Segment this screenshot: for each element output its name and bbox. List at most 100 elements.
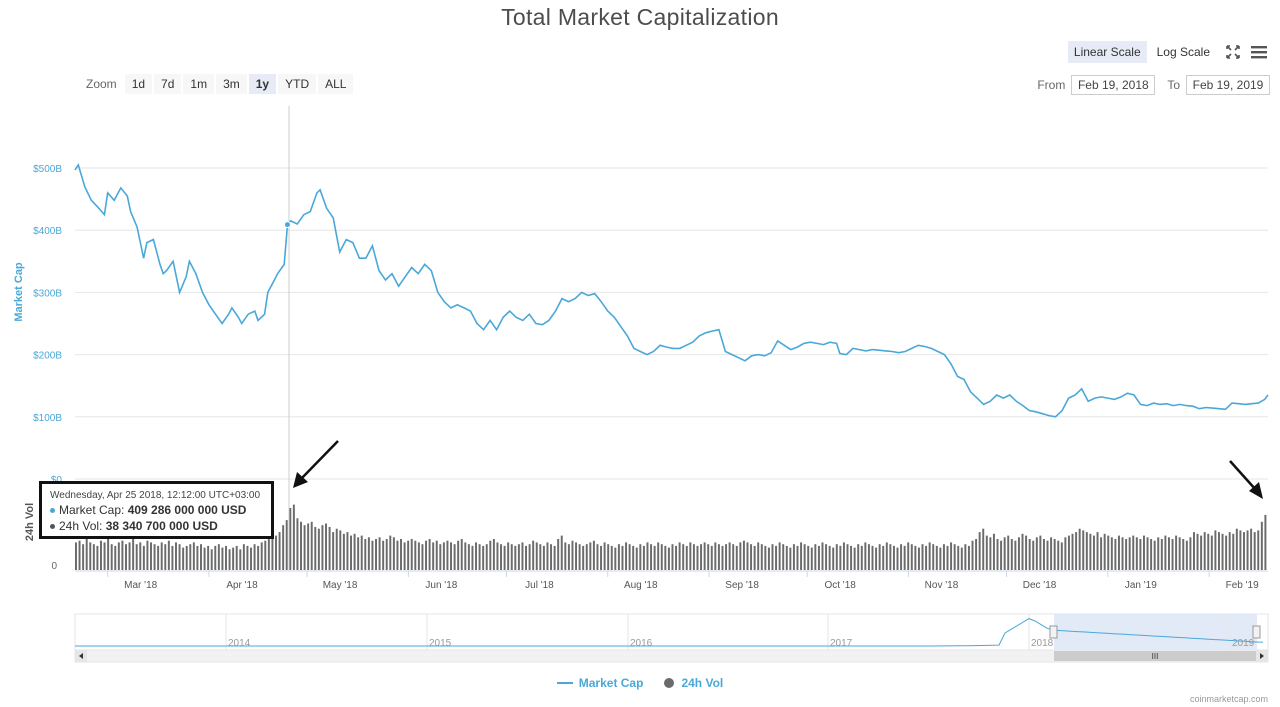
- volume-bar: [175, 542, 177, 570]
- volume-bar: [1217, 532, 1220, 570]
- zoom-1d-button[interactable]: 1d: [124, 74, 153, 94]
- navigator-line: [75, 618, 1264, 647]
- volume-bar: [828, 545, 831, 570]
- volume-bar: [464, 542, 467, 570]
- legend-item-market-cap[interactable]: Market Cap: [556, 676, 643, 690]
- vol-axis-tick: 0: [51, 561, 57, 572]
- volume-bar: [889, 544, 892, 570]
- legend-item-volume[interactable]: 24h Vol: [663, 676, 723, 690]
- volume-bar: [717, 544, 720, 570]
- volume-bar: [1035, 537, 1038, 570]
- volume-bar: [521, 542, 524, 570]
- volume-bar: [850, 545, 853, 570]
- volume-bar: [767, 547, 770, 570]
- volume-bar: [882, 545, 885, 570]
- volume-bar: [260, 542, 263, 570]
- navigator[interactable]: 2014 2015 2016 2017 2018 2019: [74, 613, 1269, 651]
- navigator-handle-left[interactable]: [1049, 625, 1058, 639]
- from-date-input[interactable]: [1071, 75, 1156, 95]
- chart-title: Total Market Capitalization: [501, 4, 779, 30]
- volume-bar: [989, 537, 992, 570]
- x-tick-label: Aug '18: [624, 580, 658, 591]
- volume-bar: [985, 535, 988, 570]
- volume-bar: [1107, 535, 1110, 570]
- linear-scale-button[interactable]: Linear Scale: [1067, 41, 1147, 63]
- volume-bar: [235, 545, 238, 570]
- volume-bar: [392, 537, 395, 570]
- volume-bar: [960, 547, 963, 570]
- zoom-3m-button[interactable]: 3m: [216, 74, 247, 94]
- tooltip-vol-label: 24h Vol:: [59, 519, 103, 533]
- volume-bar: [942, 544, 945, 570]
- market-cap-chart[interactable]: $0 $100B $200B $300B $400B $500B Market Cap 2…: [0, 0, 1280, 670]
- volume-bar: [217, 544, 220, 570]
- volume-bar: [1160, 539, 1163, 570]
- volume-bar: [753, 545, 756, 570]
- volume-bar: [700, 544, 703, 570]
- fullscreen-icon[interactable]: [1224, 43, 1242, 61]
- volume-bar: [1243, 532, 1245, 570]
- navigator-tick-label: 2014: [228, 638, 251, 649]
- volume-bar: [128, 542, 131, 570]
- volume-bar: [592, 540, 595, 570]
- volume-bar: [453, 544, 456, 570]
- volume-bar: [503, 545, 506, 570]
- to-date-input[interactable]: [1186, 75, 1270, 95]
- volume-bar: [1053, 539, 1056, 570]
- volume-bar: [996, 539, 999, 570]
- volume-bar: [721, 545, 724, 570]
- navigator-scrollbar[interactable]: III: [74, 649, 1269, 663]
- scale-toolbar: Linear Scale Log Scale: [1067, 41, 1268, 63]
- volume-bar: [596, 544, 599, 570]
- zoom-all-button[interactable]: ALL: [318, 74, 354, 94]
- volume-bar: [367, 537, 370, 570]
- volume-bar: [160, 542, 163, 570]
- volume-bar: [678, 542, 681, 570]
- volume-bar: [210, 549, 213, 570]
- volume-bar: [925, 545, 928, 570]
- y-tick-label: $500B: [33, 164, 62, 175]
- volume-bar: [617, 544, 620, 570]
- volume-bar: [1010, 539, 1013, 570]
- menu-icon[interactable]: [1250, 43, 1268, 61]
- volume-bar: [817, 545, 820, 570]
- volume-bar: [350, 535, 352, 570]
- volume-bar: [196, 545, 199, 570]
- legend-vol-label: 24h Vol: [681, 676, 724, 690]
- volume-bar: [125, 544, 127, 570]
- volume-bar: [842, 542, 845, 570]
- volume-bar: [342, 533, 345, 570]
- navigator-handle-right[interactable]: [1252, 625, 1261, 639]
- log-scale-button[interactable]: Log Scale: [1156, 45, 1210, 59]
- zoom-7d-button[interactable]: 7d: [154, 74, 182, 94]
- volume-bar: [1253, 532, 1256, 570]
- volume-bar: [507, 542, 510, 570]
- volume-bar: [785, 545, 788, 570]
- volume-bar: [85, 539, 88, 570]
- zoom-1m-button[interactable]: 1m: [183, 74, 215, 94]
- volume-bar: [364, 539, 367, 570]
- volume-bar: [875, 547, 878, 570]
- zoom-toolbar: Zoom 1d 7d 1m 3m 1y YTD ALL: [80, 74, 354, 94]
- volume-bar: [739, 542, 742, 570]
- volume-bar: [1135, 537, 1138, 570]
- volume-bar: [117, 542, 120, 570]
- zoom-ytd-button[interactable]: YTD: [278, 74, 317, 94]
- navigator-tick-label: 2018: [1031, 638, 1054, 649]
- zoom-1y-button[interactable]: 1y: [248, 74, 277, 94]
- volume-bar: [928, 542, 931, 570]
- volume-bar: [142, 545, 145, 570]
- volume-bar: [264, 540, 267, 570]
- volume-bar: [792, 544, 795, 570]
- legend: Market Cap 24h Vol: [0, 676, 1280, 690]
- tooltip-vol-value: 38 340 700 000 USD: [105, 519, 218, 533]
- grid-lines: [75, 167, 1268, 480]
- volume-bar: [414, 540, 417, 570]
- volume-bar: [771, 544, 774, 570]
- volume-bar: [1060, 542, 1063, 570]
- volume-bar: [628, 544, 631, 570]
- volume-bar: [650, 544, 653, 570]
- x-tick-label: Feb '19: [1226, 580, 1259, 591]
- volume-bar: [400, 539, 402, 570]
- volume-bar: [992, 533, 995, 570]
